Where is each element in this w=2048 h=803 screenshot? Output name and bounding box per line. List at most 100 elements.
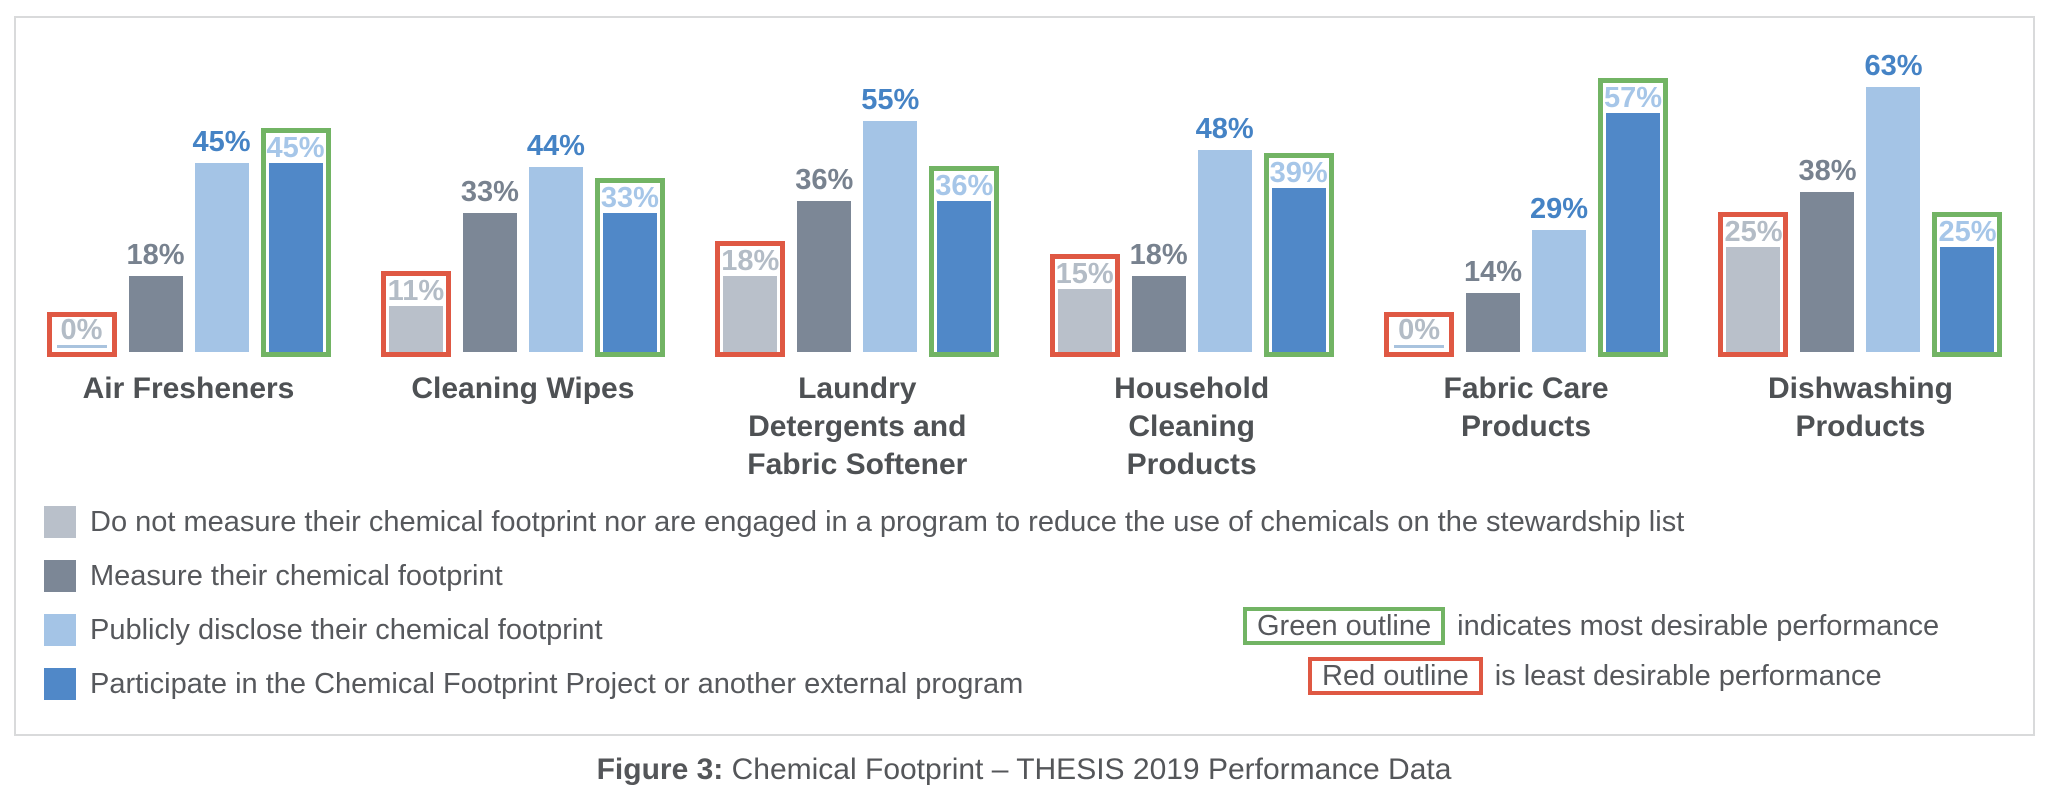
legend-swatch-measure [44,560,76,592]
bar [937,200,992,352]
bar [1131,276,1186,352]
bar [1532,230,1587,352]
bar [1866,87,1921,352]
bar [1940,247,1995,352]
bar-slot: 18% [1129,239,1188,352]
category-group: 15% 18% 48% 39% Household Cleaning Products [1049,18,1334,484]
legend-label: Do not measure their chemical footprint … [90,505,1685,538]
bar-outline-green: 33% [594,178,665,357]
legend-swatch-not-measure [44,506,76,538]
figure-caption: Figure 3: Chemical Footprint – THESIS 20… [0,753,2048,787]
bar-slot: 38% [1798,155,1857,352]
bar-value-label: 0% [1398,314,1441,346]
category-group: 0% 14% 29% 57% Fabric Care Products [1384,18,1669,484]
bar-slot: 36% [795,163,854,352]
legend-row: Participate in the Chemical Footprint Pr… [44,667,1684,701]
bar [194,163,249,352]
bar [797,200,852,352]
bar-value-label: 33% [460,176,519,209]
bar [1057,289,1112,352]
bar [723,276,778,352]
category-label: Fabric Care Products [1443,372,1609,443]
category-label: Dishwashing Products [1767,372,1953,443]
bar-value-label: 18% [721,245,780,278]
bar-value-label: 18% [126,239,185,272]
category-label: Air Fresheners [82,372,295,405]
bar-outline-red: 15% [1049,254,1120,357]
legend: Do not measure their chemical footprint … [44,505,1684,701]
bar-value-label: 15% [1055,258,1114,290]
green-outline-text: indicates most desirable performance [1457,609,1940,642]
bar [1197,150,1252,352]
bar-value-label: 29% [1530,193,1589,226]
legend-row: Publicly disclose their chemical footpri… [44,613,1684,647]
bar-value-label: 0% [60,314,103,346]
bar-cluster: 0% 18% 45% 45% [46,18,331,357]
bar-outline-red: 18% [715,241,786,357]
bar [528,167,583,352]
bar-slot: 55% [861,84,920,352]
zero-baseline [56,345,107,348]
bar-value-label: 39% [1269,157,1328,190]
bar-cluster: 0% 14% 29% 57% [1384,18,1669,357]
bar-slot: 48% [1195,113,1254,352]
bar-value-label: 36% [935,169,994,202]
bar-value-label: 14% [1464,256,1523,289]
bar-value-label: 44% [526,130,585,163]
category-group: 0% 18% 45% 45% Air Fresheners [46,18,331,484]
category-group: 11% 33% 44% 33% Cleaning Wipes [380,18,665,484]
bar-outline-green: 36% [929,165,1000,357]
bar [1466,293,1521,352]
bar-cluster: 18% 36% 55% 36% [715,18,1000,357]
bar [1606,112,1661,352]
bar-value-label: 63% [1864,50,1923,83]
category-label: Household Cleaning Products [1114,372,1270,481]
chart-frame: 0% 18% 45% 45% Air Fresheners 11% 33% 44% 33% Cle… [14,16,2035,736]
bar-value-label: 25% [1938,216,1997,248]
outline-legend: Green outline indicates most desirable p… [1243,607,1939,695]
red-outline-text: is least desirable performance [1494,659,1882,692]
bar [602,213,657,352]
bar-value-label: 45% [192,126,251,158]
bar-value-label: 25% [1724,216,1783,248]
legend-swatch-participate [44,668,76,700]
bar-value-label: 18% [1129,239,1188,272]
bar-outline-green: 45% [260,128,331,357]
red-outline-legend-row: Red outline is least desirable performan… [1308,657,1939,695]
bar-value-label: 45% [266,132,325,164]
bar [462,213,517,352]
bar [1271,188,1326,352]
bar-chart: 0% 18% 45% 45% Air Fresheners 11% 33% 44% 33% Cle… [16,18,2033,484]
bar-slot: 63% [1864,50,1923,352]
legend-label: Participate in the Chemical Footprint Pr… [90,667,1024,700]
category-group: 18% 36% 55% 36% Laundry Detergents and Fabric … [715,18,1000,484]
bar-cluster: 11% 33% 44% 33% [380,18,665,357]
bar-value-label: 57% [1604,81,1663,114]
figure-caption-text: Chemical Footprint – THESIS 2019 Perform… [723,753,1452,786]
bar-outline-green: 39% [1263,153,1334,357]
bar-value-label: 48% [1195,113,1254,146]
bar-cluster: 25% 38% 63% 25% [1718,18,2003,357]
legend-swatch-disclose [44,614,76,646]
bar-outline-green: 25% [1932,212,2003,357]
bar-slot: 44% [526,130,585,352]
green-outline-sample: Green outline [1243,607,1446,645]
category-label: Cleaning Wipes [411,372,635,405]
bar-slot: 29% [1530,193,1589,352]
bar-slot: 33% [460,176,519,352]
bar [1726,247,1781,352]
bar-value-label: 55% [861,84,920,116]
bar-value-label: 11% [387,274,445,307]
bar-outline-red: 0% [46,312,117,357]
bar [863,121,918,352]
bar [268,163,323,352]
bar-value-label: 38% [1798,155,1857,188]
bar [1800,192,1855,352]
bar-value-label: 36% [795,163,854,196]
bar [388,305,443,352]
bar-outline-green: 57% [1598,77,1669,357]
legend-row: Measure their chemical footprint [44,559,1684,593]
bar-value-label: 33% [600,182,659,215]
legend-row: Do not measure their chemical footprint … [44,505,1684,539]
